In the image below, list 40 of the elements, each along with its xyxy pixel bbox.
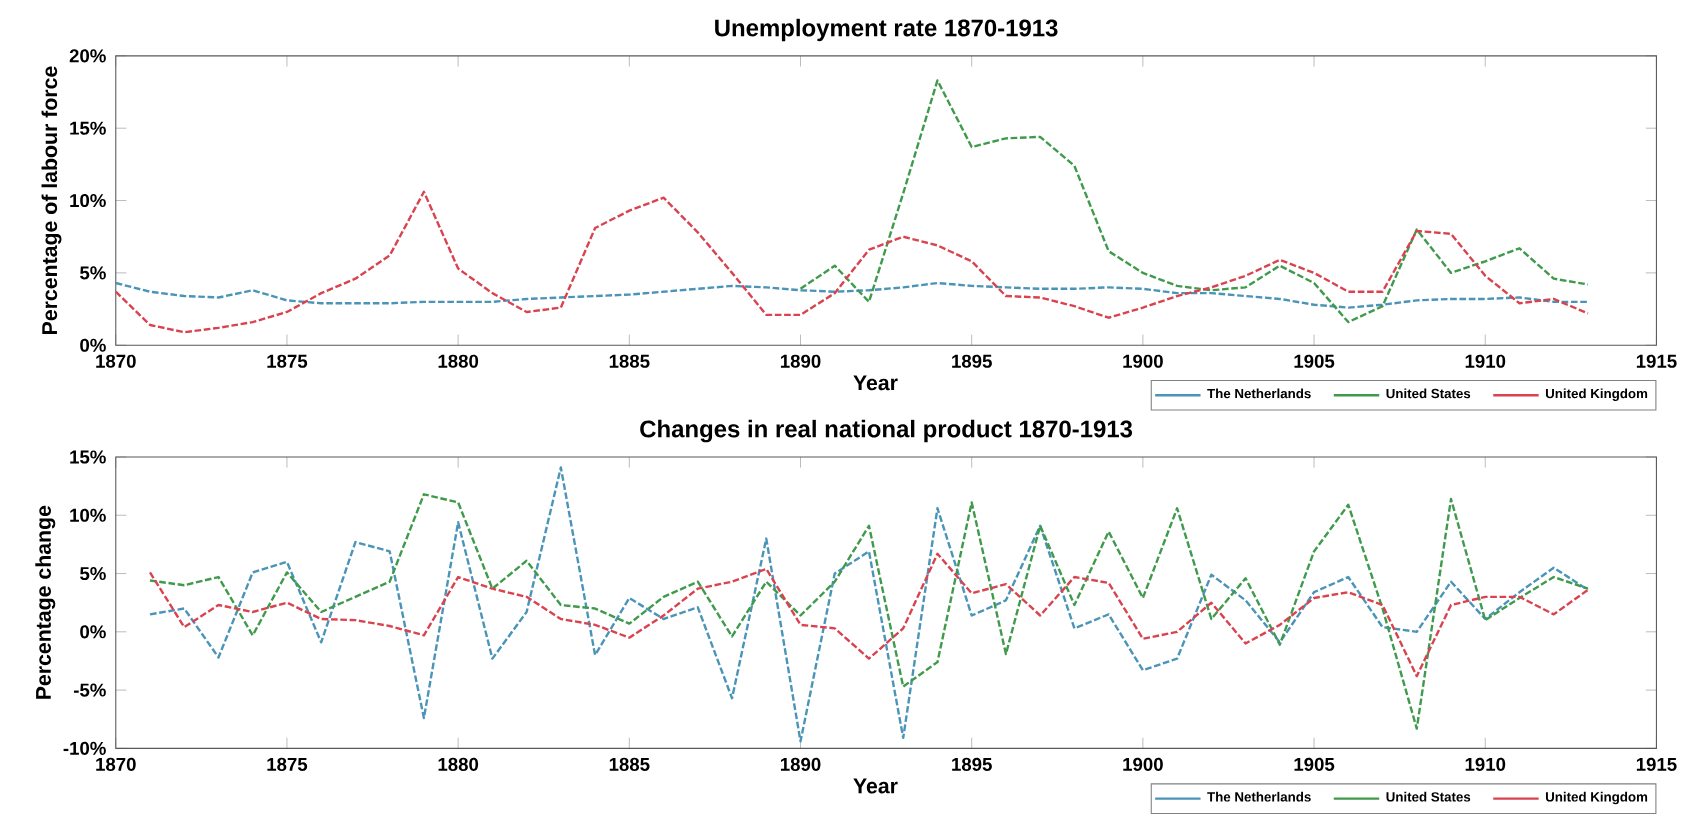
y-tick-label: -5% xyxy=(73,683,106,697)
y-tick-label: 5% xyxy=(80,566,106,581)
x-tick-label: 1890 xyxy=(780,757,821,771)
x-tick-label: 1915 xyxy=(1636,757,1677,771)
x-tick-label: 1870 xyxy=(96,354,136,368)
x-tick-label: 1895 xyxy=(952,354,992,368)
x-tick-label: 1915 xyxy=(1636,354,1677,368)
y-tick-label: 0% xyxy=(80,625,106,639)
y-tick-label: 0% xyxy=(80,338,106,352)
y-axis-title: Percentage of labour force xyxy=(41,66,62,334)
x-tick-label: 1880 xyxy=(438,757,479,771)
x-tick-label: 1885 xyxy=(609,757,650,771)
x-tick-label: 1895 xyxy=(952,757,992,771)
x-tick-label: 1875 xyxy=(267,757,308,771)
x-tick-label: 1910 xyxy=(1465,757,1506,771)
line-series xyxy=(115,190,1590,334)
x-tick-label: 1885 xyxy=(609,354,650,368)
x-tick-label: 1910 xyxy=(1465,354,1506,368)
y-tick-label: 20% xyxy=(69,49,106,63)
y-tick-label: 10% xyxy=(70,193,106,208)
x-tick-label: 1905 xyxy=(1294,354,1335,368)
x-tick-label: 1880 xyxy=(438,354,479,368)
x-axis-title: Year xyxy=(853,778,898,794)
x-tick-label: 1905 xyxy=(1294,757,1335,771)
x-tick-label: 1875 xyxy=(267,354,308,368)
x-tick-label: 1870 xyxy=(96,757,136,771)
chart-title: Unemployment rate 1870-1913 xyxy=(715,18,1058,42)
y-tick-label: 5% xyxy=(80,266,106,280)
y-axis-title: Percentage change xyxy=(35,505,56,699)
x-tick-label: 1890 xyxy=(780,354,821,368)
x-axis-title: Year xyxy=(853,375,898,391)
y-tick-label: 15% xyxy=(70,121,106,135)
chart-title: Changes in real national product 1870-1913 xyxy=(640,419,1133,443)
y-tick-label: -10% xyxy=(63,741,106,755)
x-tick-label: 1900 xyxy=(1123,757,1163,771)
y-tick-label: 15% xyxy=(70,450,106,464)
y-tick-label: 10% xyxy=(70,508,106,522)
x-tick-label: 1900 xyxy=(1123,354,1163,368)
line-series xyxy=(148,552,1590,678)
line-series xyxy=(799,79,1590,324)
